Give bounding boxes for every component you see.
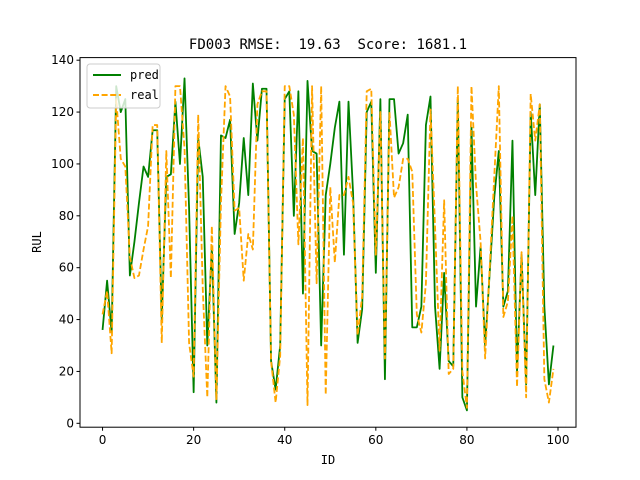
x-tick-label: 80 [459, 433, 474, 447]
x-tick-label: 60 [368, 433, 383, 447]
legend: pred real [86, 63, 161, 109]
series-layer [101, 77, 555, 412]
y-axis: 0 20 40 60 80 100 120 140 [51, 53, 80, 430]
series-line-pred [101, 77, 555, 412]
legend-label-real: real [130, 88, 159, 102]
legend-label-pred: pred [130, 68, 159, 82]
y-tick-label: 60 [59, 261, 74, 275]
series-line-real [101, 85, 555, 409]
x-tick-label: 40 [277, 433, 292, 447]
y-tick-label: 100 [51, 157, 74, 171]
y-tick-label: 120 [51, 105, 74, 119]
y-axis-label: RUL [30, 231, 44, 253]
x-tick-label: 100 [547, 433, 570, 447]
x-axis: 0 20 40 60 80 100 [99, 427, 570, 447]
chart-title: FD003 RMSE: 19.63 Score: 1681.1 [189, 37, 467, 53]
y-tick-label: 20 [59, 364, 74, 378]
x-tick-label: 20 [186, 433, 201, 447]
axes-frame [79, 57, 577, 428]
y-tick-label: 40 [59, 313, 74, 327]
x-axis-label: ID [321, 453, 335, 467]
y-tick-label: 140 [51, 53, 74, 67]
y-tick-label: 0 [66, 416, 74, 430]
x-tick-label: 0 [99, 433, 107, 447]
y-tick-label: 80 [59, 209, 74, 223]
